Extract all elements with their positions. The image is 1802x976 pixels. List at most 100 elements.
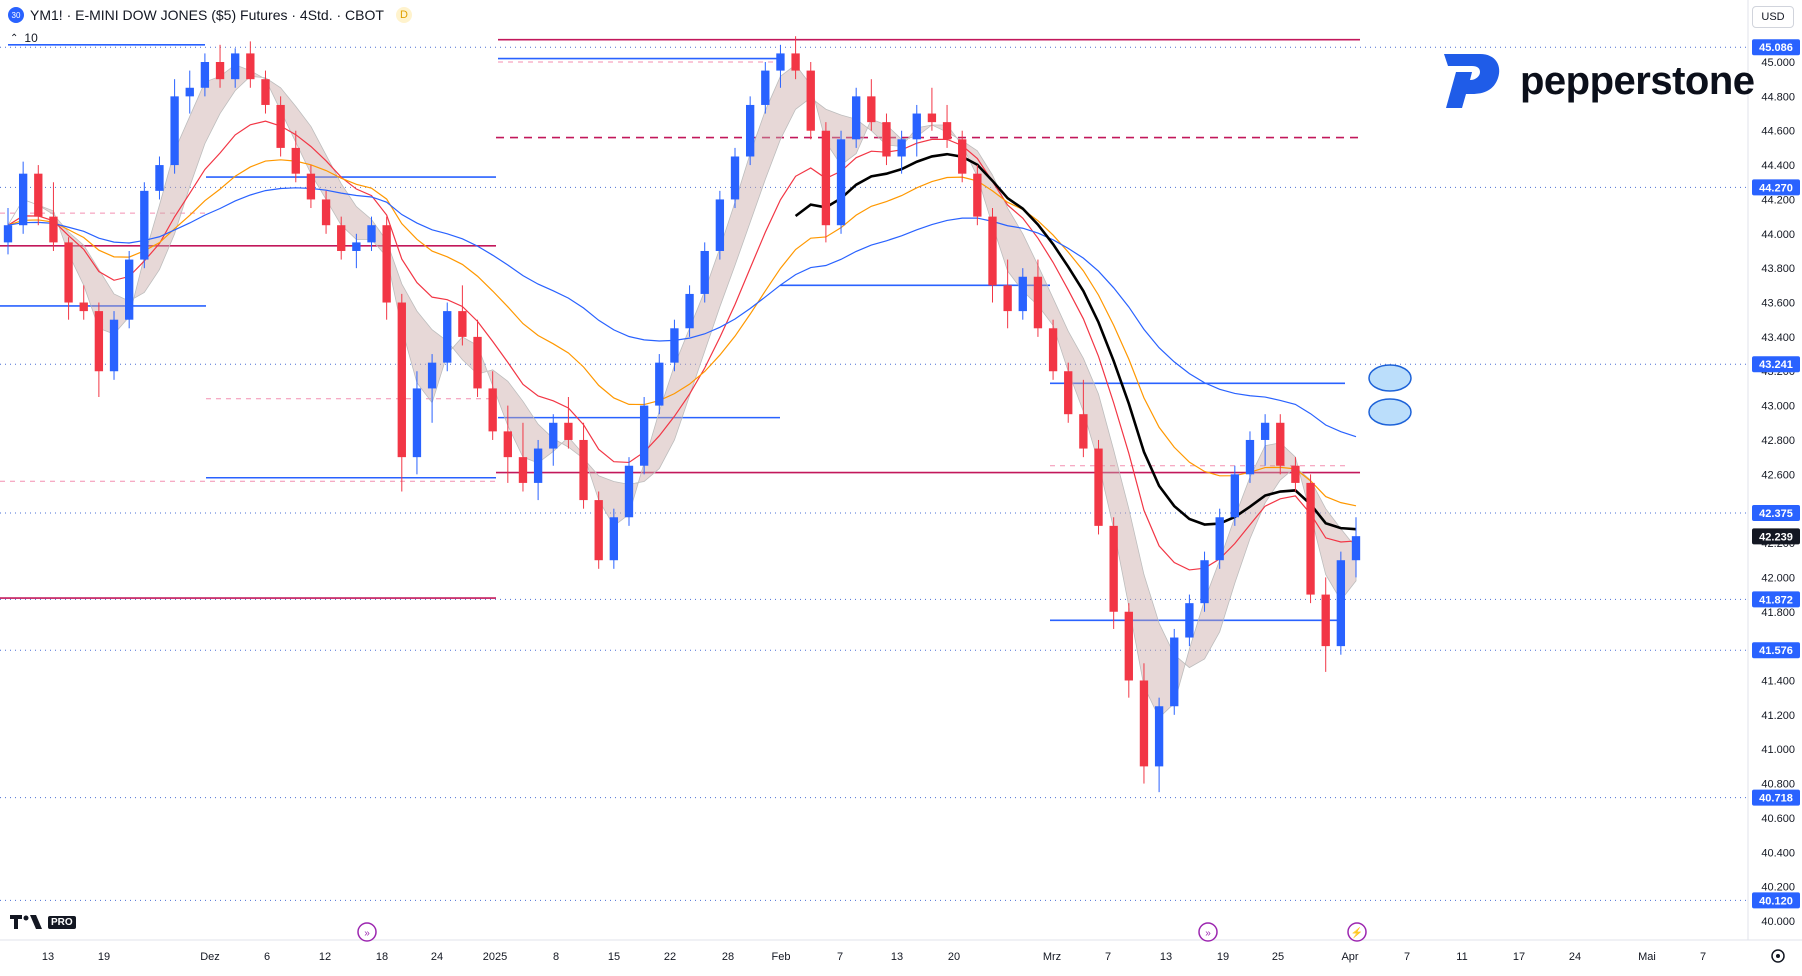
x-tick-label: 19	[98, 951, 110, 963]
event-marker-icon	[1198, 922, 1218, 942]
x-tick-label: 12	[319, 951, 331, 963]
candle-body	[1230, 474, 1239, 518]
currency-button[interactable]: USD	[1752, 6, 1794, 28]
candle-body	[806, 70, 815, 131]
event-marker-glyph: »	[364, 928, 370, 939]
candle-body	[1321, 594, 1330, 647]
price-label-text: 41.872	[1759, 594, 1793, 606]
y-tick-label: 43.600	[1761, 298, 1795, 310]
candle-body	[352, 242, 361, 251]
y-tick-label: 40.000	[1761, 916, 1795, 928]
candle-body	[761, 70, 770, 105]
indicator-count: 10	[24, 31, 38, 45]
tradingview-logo[interactable]: PRO	[10, 915, 76, 929]
x-tick-label: 6	[264, 951, 270, 963]
indicator-row[interactable]: ⌃ 10	[10, 30, 38, 46]
x-tick-label: Mai	[1638, 951, 1656, 963]
x-tick-label: 7	[1105, 951, 1111, 963]
candle-body	[94, 311, 104, 372]
x-tick-label: 17	[1513, 951, 1525, 963]
x-tick-label: 2025	[483, 951, 507, 963]
symbol-badge[interactable]: 30	[8, 7, 24, 23]
y-tick-label: 44.600	[1761, 126, 1795, 138]
candle-body	[549, 422, 558, 449]
ema-red-line	[7, 120, 1357, 571]
x-tick-label: 28	[722, 951, 734, 963]
price-label-badge	[1752, 39, 1800, 56]
last-price-badge	[1752, 528, 1800, 545]
candle-body	[1033, 276, 1043, 329]
ema-black-line	[794, 152, 1357, 531]
x-tick-label: 19	[1217, 951, 1229, 963]
price-label-badge	[1752, 892, 1800, 909]
candle-body	[594, 500, 603, 561]
candle-body	[397, 302, 406, 458]
candle-body	[215, 62, 225, 80]
dividend-marker-glyph: ⚡	[1351, 926, 1363, 939]
candle-body	[261, 79, 270, 105]
pepperstone-logo-icon	[1444, 54, 1500, 108]
x-tick-label: 25	[1272, 951, 1284, 963]
price-label-text: 42.375	[1759, 508, 1793, 520]
gear-ring	[1771, 949, 1785, 963]
price-label-badge	[1752, 356, 1800, 373]
x-tick-label: 20	[948, 951, 960, 963]
candle-body	[1245, 439, 1255, 475]
candle-body	[730, 156, 740, 200]
chart-title[interactable]: YM1! · E-MINI DOW JONES ($5) Futures · 4…	[30, 7, 384, 23]
x-tick-label: 15	[608, 951, 620, 963]
candle-body	[655, 362, 664, 406]
tradingview-icon	[10, 915, 42, 929]
candle-body	[185, 87, 194, 97]
target-ellipse	[1368, 364, 1412, 392]
candle-body	[867, 96, 876, 123]
settings-gear-icon[interactable]	[1771, 949, 1785, 963]
event-marker-glyph: »	[1205, 928, 1211, 939]
candle-body	[1306, 482, 1315, 595]
y-tick-label: 44.800	[1761, 91, 1795, 103]
data-badge[interactable]: D	[395, 7, 412, 23]
candle-body	[1260, 422, 1270, 440]
candle-body	[1124, 611, 1133, 681]
price-label-text: 41.576	[1759, 645, 1793, 657]
gear-center	[1776, 954, 1780, 958]
candle-body	[564, 422, 573, 440]
price-label-badge	[1752, 789, 1800, 806]
y-tick-label: 43.400	[1761, 332, 1795, 344]
candle-body	[3, 225, 13, 243]
candle-body	[973, 173, 982, 217]
price-label-text: 45.086	[1759, 42, 1793, 54]
candle-body	[700, 250, 709, 294]
chevron-up-icon[interactable]: ⌃	[10, 32, 19, 44]
candle-body	[367, 225, 376, 243]
brand-name: pepperstone	[1520, 58, 1755, 103]
candle-body	[382, 225, 391, 303]
candle-body	[1276, 422, 1285, 466]
candle-body	[321, 199, 331, 226]
ema-blue-line	[7, 187, 1357, 438]
candle-body	[670, 328, 679, 363]
candle-body	[473, 336, 482, 389]
y-tick-label: 42.600	[1761, 469, 1795, 481]
y-tick-label: 40.200	[1761, 882, 1795, 894]
price-label-badge	[1752, 591, 1800, 608]
candle-body	[927, 113, 937, 123]
y-tick-label: 41.800	[1761, 607, 1795, 619]
ema-orange-line	[7, 159, 1357, 507]
candle-body	[488, 388, 497, 432]
candle-body	[443, 311, 452, 363]
x-tick-label: 24	[431, 951, 443, 963]
candle-body	[1170, 637, 1179, 707]
event-marker-icon	[357, 922, 377, 942]
candle-body	[1336, 560, 1346, 647]
candle-body	[1351, 536, 1361, 561]
x-tick-label: 18	[376, 951, 388, 963]
y-tick-label: 42.800	[1761, 435, 1795, 447]
y-tick-label: 43.800	[1761, 263, 1795, 275]
y-tick-label: 40.800	[1761, 779, 1795, 791]
candle-body	[140, 190, 149, 260]
candle-body	[246, 53, 255, 80]
candle-body	[427, 362, 437, 389]
